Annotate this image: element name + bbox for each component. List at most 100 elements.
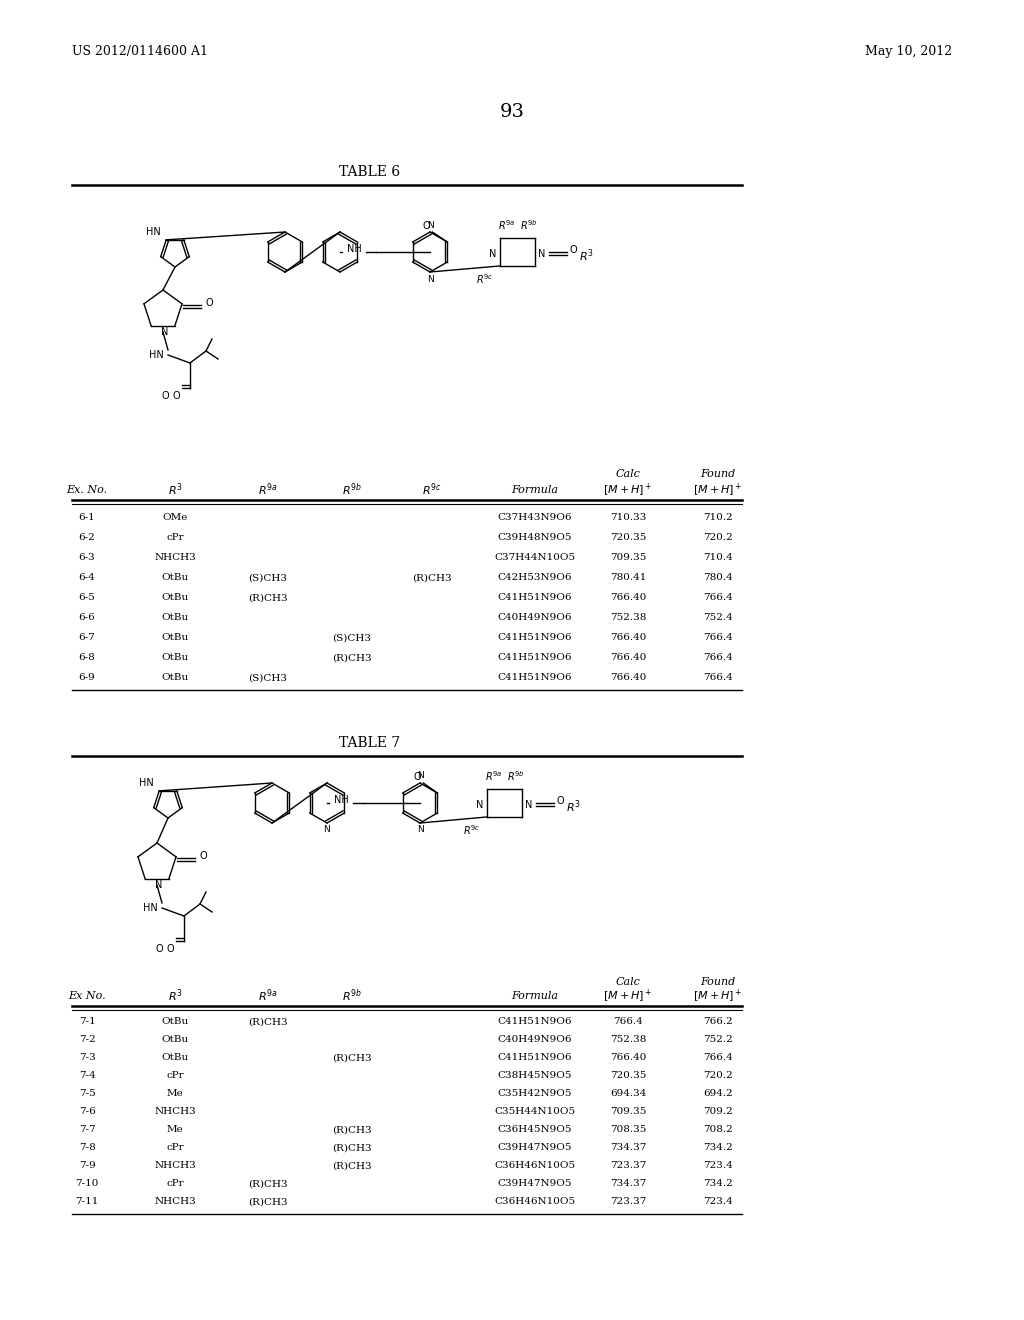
Text: Formula: Formula [512, 991, 558, 1001]
Text: cPr: cPr [166, 1072, 184, 1081]
Text: 734.37: 734.37 [610, 1143, 646, 1152]
Text: (R)CH3: (R)CH3 [332, 653, 372, 663]
Text: Calc: Calc [615, 977, 640, 987]
Text: (R)CH3: (R)CH3 [413, 573, 452, 582]
Text: 7-11: 7-11 [76, 1197, 98, 1206]
Text: cPr: cPr [166, 533, 184, 543]
Text: OMe: OMe [163, 513, 187, 523]
Text: N: N [427, 220, 433, 230]
Text: (R)CH3: (R)CH3 [332, 1126, 372, 1134]
Text: HN: HN [148, 350, 164, 360]
Text: NHCH3: NHCH3 [155, 1197, 196, 1206]
Text: (R)CH3: (R)CH3 [248, 1180, 288, 1188]
Text: NHCH3: NHCH3 [155, 1107, 196, 1117]
Text: 6-1: 6-1 [79, 513, 95, 523]
Text: 6-9: 6-9 [79, 673, 95, 682]
Text: (R)CH3: (R)CH3 [248, 1018, 288, 1027]
Text: 766.4: 766.4 [703, 594, 733, 602]
Text: TABLE 7: TABLE 7 [339, 737, 400, 750]
Text: NH: NH [347, 244, 361, 253]
Text: 709.35: 709.35 [610, 1107, 646, 1117]
Text: 766.40: 766.40 [610, 594, 646, 602]
Text: HN: HN [145, 227, 161, 238]
Text: HN: HN [138, 777, 154, 788]
Text: cPr: cPr [166, 1143, 184, 1152]
Text: 766.4: 766.4 [703, 673, 733, 682]
Text: 766.4: 766.4 [613, 1018, 643, 1027]
Text: 7-2: 7-2 [79, 1035, 95, 1044]
Text: $R^{9b}$: $R^{9b}$ [342, 987, 362, 1005]
Text: 7-10: 7-10 [76, 1180, 98, 1188]
Text: 710.2: 710.2 [703, 513, 733, 523]
Text: O: O [557, 796, 564, 807]
Text: C36H45N9O5: C36H45N9O5 [498, 1126, 572, 1134]
Text: cPr: cPr [166, 1180, 184, 1188]
Text: 720.35: 720.35 [610, 1072, 646, 1081]
Text: $R^{9b}$: $R^{9b}$ [342, 482, 362, 498]
Text: OtBu: OtBu [162, 573, 188, 582]
Text: Ex. No.: Ex. No. [67, 484, 108, 495]
Text: 694.2: 694.2 [703, 1089, 733, 1098]
Text: (R)CH3: (R)CH3 [248, 1197, 288, 1206]
Text: $[M + H]^+$: $[M + H]^+$ [693, 987, 742, 1005]
Text: 7-1: 7-1 [79, 1018, 95, 1027]
Text: 6-7: 6-7 [79, 634, 95, 643]
Text: OtBu: OtBu [162, 594, 188, 602]
Text: (S)CH3: (S)CH3 [249, 573, 288, 582]
Text: 710.33: 710.33 [610, 513, 646, 523]
Text: $[M + H]^+$: $[M + H]^+$ [693, 482, 742, 499]
Text: 7-7: 7-7 [79, 1126, 95, 1134]
Text: 7-8: 7-8 [79, 1143, 95, 1152]
Text: 766.40: 766.40 [610, 653, 646, 663]
Text: C41H51N9O6: C41H51N9O6 [498, 653, 572, 663]
Text: $[M + H]^+$: $[M + H]^+$ [603, 482, 652, 499]
Text: 93: 93 [500, 103, 524, 121]
Text: TABLE 6: TABLE 6 [339, 165, 400, 180]
Text: (S)CH3: (S)CH3 [249, 673, 288, 682]
Text: 723.37: 723.37 [610, 1197, 646, 1206]
Text: Calc: Calc [615, 469, 640, 479]
Text: 708.2: 708.2 [703, 1126, 733, 1134]
Text: HN: HN [142, 903, 158, 913]
Text: C36H46N10O5: C36H46N10O5 [495, 1162, 575, 1171]
Text: 752.38: 752.38 [610, 614, 646, 623]
Text: $[M + H]^+$: $[M + H]^+$ [603, 987, 652, 1005]
Text: N: N [427, 275, 433, 284]
Text: $R^{9c}$: $R^{9c}$ [422, 482, 441, 498]
Text: OtBu: OtBu [162, 673, 188, 682]
Text: 7-3: 7-3 [79, 1053, 95, 1063]
Text: Formula: Formula [512, 484, 558, 495]
Text: (R)CH3: (R)CH3 [332, 1143, 372, 1152]
Text: 734.2: 734.2 [703, 1143, 733, 1152]
Text: 720.35: 720.35 [610, 533, 646, 543]
Text: O: O [200, 851, 207, 861]
Text: 723.4: 723.4 [703, 1162, 733, 1171]
Text: N: N [417, 771, 423, 780]
Text: Found: Found [700, 469, 735, 479]
Text: OtBu: OtBu [162, 614, 188, 623]
Text: OtBu: OtBu [162, 653, 188, 663]
Text: 780.41: 780.41 [610, 573, 646, 582]
Text: O: O [569, 246, 578, 255]
Text: N: N [324, 825, 331, 834]
Text: 709.35: 709.35 [610, 553, 646, 562]
Text: US 2012/0114600 A1: US 2012/0114600 A1 [72, 45, 208, 58]
Text: N: N [525, 800, 532, 810]
Text: O: O [414, 772, 421, 781]
Text: $R^{9a}$: $R^{9a}$ [485, 770, 503, 783]
Text: $R^{9a}$: $R^{9a}$ [499, 218, 516, 232]
Text: 766.4: 766.4 [703, 1053, 733, 1063]
Text: 766.4: 766.4 [703, 653, 733, 663]
Text: 734.37: 734.37 [610, 1180, 646, 1188]
Text: 7-5: 7-5 [79, 1089, 95, 1098]
Text: 6-4: 6-4 [79, 573, 95, 582]
Text: OtBu: OtBu [162, 1053, 188, 1063]
Text: 6-8: 6-8 [79, 653, 95, 663]
Text: N: N [538, 249, 545, 259]
Text: $R^{9b}$: $R^{9b}$ [520, 218, 538, 232]
Text: C41H51N9O6: C41H51N9O6 [498, 634, 572, 643]
Text: May 10, 2012: May 10, 2012 [865, 45, 952, 58]
Text: C35H44N10O5: C35H44N10O5 [495, 1107, 575, 1117]
Text: $R^{9a}$: $R^{9a}$ [258, 987, 278, 1005]
Text: OtBu: OtBu [162, 1035, 188, 1044]
